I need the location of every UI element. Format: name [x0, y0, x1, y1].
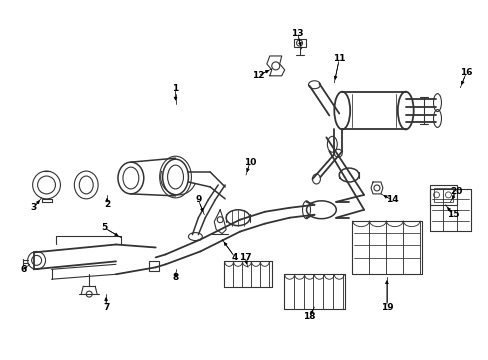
Text: 19: 19: [380, 302, 392, 311]
Bar: [433, 188, 452, 202]
Text: 9: 9: [195, 195, 201, 204]
Text: 4: 4: [231, 253, 238, 262]
Text: 12: 12: [251, 71, 264, 80]
Text: 3: 3: [30, 203, 37, 212]
Text: 16: 16: [459, 68, 471, 77]
Text: 6: 6: [20, 265, 27, 274]
Text: 11: 11: [332, 54, 345, 63]
Text: 8: 8: [172, 273, 178, 282]
Text: 13: 13: [291, 29, 303, 38]
Text: 15: 15: [446, 210, 459, 219]
Text: 18: 18: [303, 312, 315, 321]
Text: 17: 17: [238, 253, 251, 262]
Text: 2: 2: [104, 200, 110, 209]
Text: 7: 7: [102, 302, 109, 311]
Bar: [148, 261, 158, 271]
Text: 5: 5: [101, 223, 107, 232]
Text: 14: 14: [385, 195, 397, 204]
Text: 10: 10: [244, 158, 256, 167]
Text: 20: 20: [449, 188, 462, 197]
Bar: [293, 39, 305, 47]
Bar: [428, 185, 456, 205]
Text: 1: 1: [172, 84, 178, 93]
